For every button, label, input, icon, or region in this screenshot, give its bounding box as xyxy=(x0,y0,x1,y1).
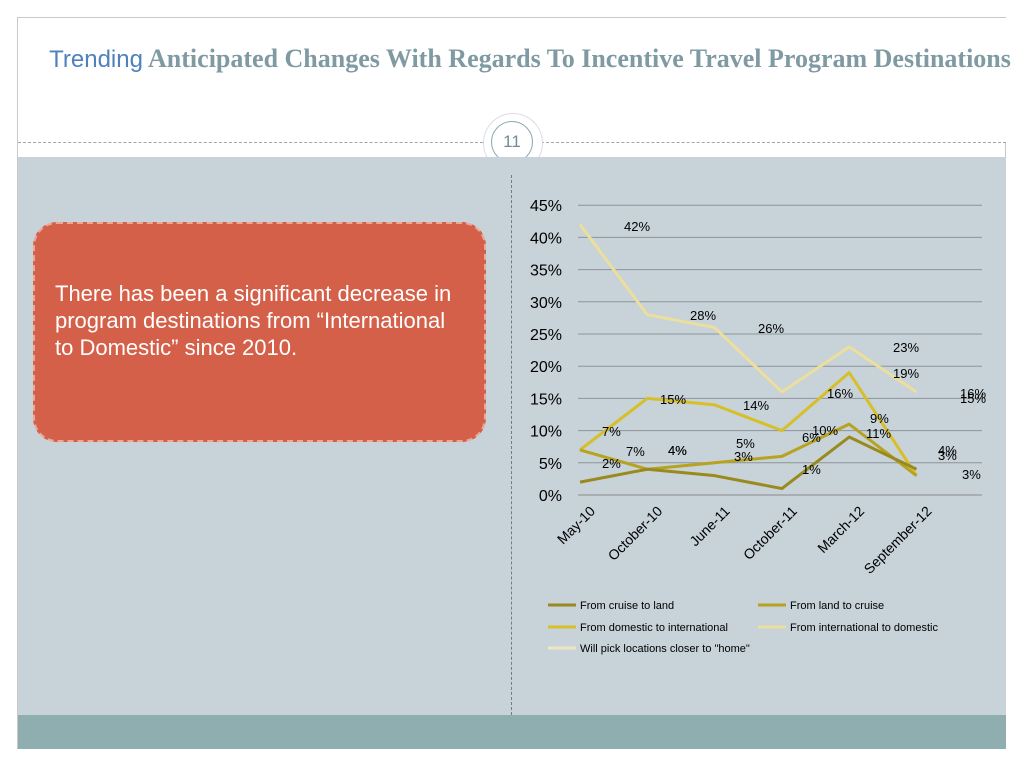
x-tick-label: March-12 xyxy=(814,503,867,556)
data-label: 28% xyxy=(690,308,716,323)
x-tick-label: September-12 xyxy=(861,503,935,577)
slide-title-lead: Trending xyxy=(49,46,143,73)
data-label: 16% xyxy=(960,386,986,401)
slide-title: Trending Anticipated Changes With Regard… xyxy=(48,40,1012,78)
data-label: 7% xyxy=(602,424,621,439)
chart-legend: From cruise to land From land to cruise Fr… xyxy=(548,600,938,655)
data-label: 3% xyxy=(962,467,981,482)
legend-label: Will pick locations closer to "home" xyxy=(580,643,750,655)
y-tick-label: 10% xyxy=(530,424,562,441)
x-tick-label: May-10 xyxy=(554,503,598,547)
series-line xyxy=(578,223,918,394)
legend-label: From domestic to international xyxy=(580,622,728,634)
data-label: 11% xyxy=(866,426,891,441)
data-label: 4% xyxy=(668,443,687,458)
data-label: 15% xyxy=(960,391,986,406)
data-label: 1% xyxy=(802,462,821,477)
chart-series-lines xyxy=(578,223,918,491)
y-tick-label: 25% xyxy=(530,327,562,344)
callout-box: There has been a significant decrease in… xyxy=(33,222,486,442)
data-label: 14% xyxy=(743,398,769,413)
x-tick-label: June-11 xyxy=(686,503,733,550)
legend-label: From land to cruise xyxy=(790,600,884,612)
y-tick-label: 45% xyxy=(530,198,562,215)
data-label: 19% xyxy=(893,366,919,381)
y-tick-label: 20% xyxy=(530,359,562,376)
series-line xyxy=(579,371,918,477)
data-label: 10% xyxy=(812,423,838,438)
data-label: 42% xyxy=(624,219,650,234)
callout-text: There has been a significant decrease in… xyxy=(55,281,452,360)
title-divider-left xyxy=(18,142,483,143)
y-tick-label: 15% xyxy=(530,391,562,408)
footer-bar xyxy=(18,715,1006,749)
data-label: 26% xyxy=(758,321,784,336)
y-tick-label: 35% xyxy=(530,263,562,280)
vertical-separator xyxy=(511,175,512,715)
data-label: 4% xyxy=(668,443,687,458)
x-tick-label: October-11 xyxy=(740,503,800,563)
y-tick-label: 30% xyxy=(530,295,562,312)
data-label: 6% xyxy=(802,430,821,445)
legend-label: From international to domestic xyxy=(790,622,938,634)
data-label: 3% xyxy=(734,449,753,464)
data-label: 23% xyxy=(893,340,919,355)
data-label: 5% xyxy=(736,436,755,451)
data-label: 9% xyxy=(870,411,889,426)
slide-title-rest: Anticipated Changes With Regards To Ince… xyxy=(148,44,1011,73)
data-label: 2% xyxy=(602,456,621,471)
x-tick-label: October-10 xyxy=(605,503,666,564)
data-label: 7% xyxy=(626,444,645,459)
y-tick-label: 5% xyxy=(539,456,562,473)
data-label: 16% xyxy=(827,386,853,401)
y-tick-label: 40% xyxy=(530,230,562,247)
data-label: 3% xyxy=(938,448,957,463)
chart-data-labels: 42%28%26%23%19%16% 16%15%15% 14%11%9%10%7%… xyxy=(602,219,986,482)
series-line xyxy=(579,422,918,477)
data-label: 15% xyxy=(660,392,686,407)
title-divider-right xyxy=(541,142,1006,143)
legend-label: From cruise to land xyxy=(580,600,674,612)
y-axis-tick-labels: 0% 5% 10% 15% 20% 25% 30% 35% 40% 45% xyxy=(530,198,562,505)
data-label: 4% xyxy=(938,443,957,458)
x-axis-tick-labels: May-10 October-10 June-11 October-11 March-1… xyxy=(554,503,935,577)
series-line xyxy=(579,435,918,491)
y-tick-label: 0% xyxy=(539,488,562,505)
